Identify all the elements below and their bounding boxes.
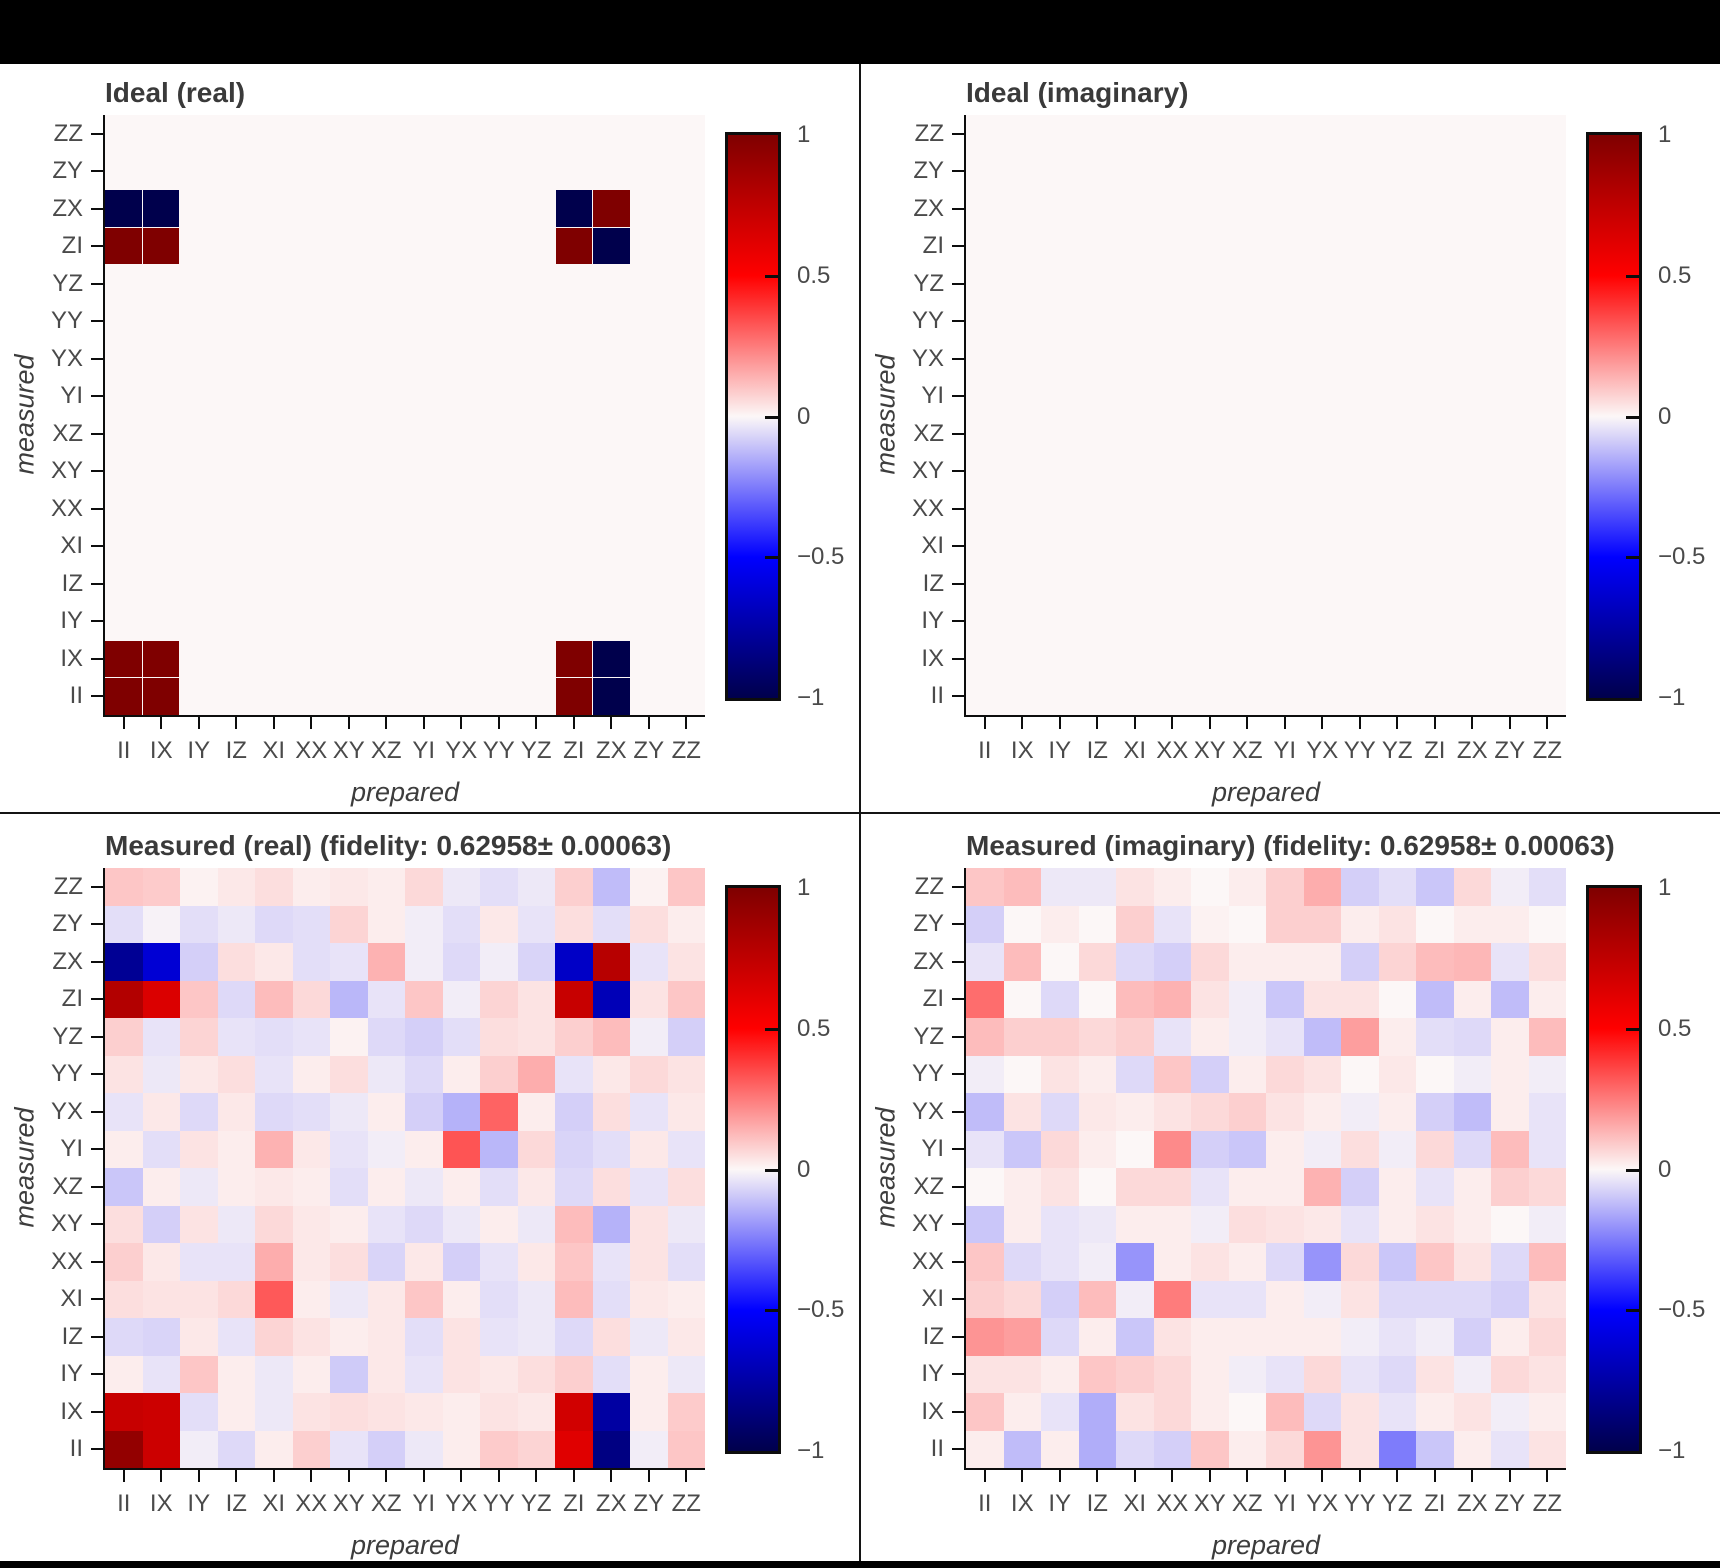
horizontal-divider [0,812,1720,814]
